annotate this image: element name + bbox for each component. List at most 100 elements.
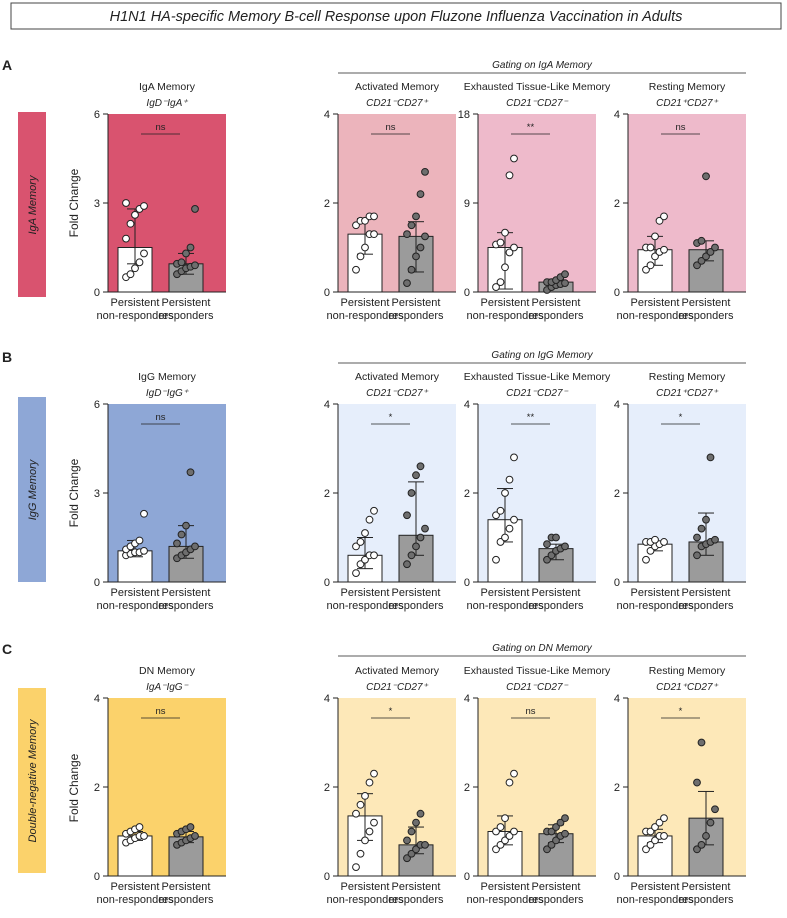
data-point [510, 769, 518, 778]
data-point [412, 818, 420, 827]
category-label-line1: Persistent [392, 881, 441, 893]
data-point [702, 832, 710, 840]
category-label-line2: responders [528, 894, 584, 906]
significance-label: ** [527, 412, 535, 423]
data-point [416, 809, 425, 818]
significance-label: ns [525, 706, 535, 717]
data-point [416, 462, 425, 471]
data-point [496, 238, 505, 247]
data-point [352, 542, 360, 551]
category-label-line1: Persistent [631, 297, 680, 309]
category-label-line2: responders [678, 310, 734, 322]
data-point [412, 252, 420, 261]
data-point [543, 540, 551, 549]
data-point [140, 832, 148, 840]
panel-letter-c: C [2, 641, 12, 657]
chart-subtitle: CD21⁻CD27⁻ [506, 388, 568, 399]
category-label-line2: non-responders [96, 310, 174, 322]
data-point [496, 506, 505, 515]
y-tick-label: 4 [464, 399, 470, 411]
data-point [131, 210, 139, 219]
data-point [510, 243, 518, 252]
data-point [356, 849, 365, 858]
data-point [365, 515, 374, 524]
data-point [403, 230, 411, 239]
category-label-line2: non-responders [466, 600, 544, 612]
data-point [693, 533, 701, 542]
category-label-line1: Persistent [682, 297, 731, 309]
data-point [642, 265, 650, 274]
chart-subtitle: CD21⁺CD27⁺ [656, 682, 718, 693]
chart-title: Exhausted Tissue-Like Memory [464, 81, 611, 93]
significance-label: ns [385, 122, 395, 133]
category-label-line1: Persistent [162, 881, 211, 893]
chart-panel: Exhausted Tissue-Like Memory CD21⁻CD27⁻ 0 2… [464, 665, 611, 906]
chart-panel: Resting Memory CD21⁺CD27⁺ 0 2 4 Persistentnon… [614, 81, 746, 322]
data-point [660, 538, 668, 546]
data-point [416, 190, 425, 199]
y-tick-label: 0 [324, 287, 330, 299]
y-tick-label: 9 [464, 198, 470, 210]
category-label-line2: non-responders [96, 894, 174, 906]
plot-background [338, 404, 456, 582]
data-point [501, 533, 509, 542]
data-point [361, 792, 369, 800]
data-point [561, 829, 569, 838]
y-tick-label: 2 [94, 782, 100, 794]
data-point [421, 167, 429, 176]
data-point [651, 836, 659, 845]
data-point [365, 778, 374, 787]
chart-subtitle: CD21⁻CD27⁻ [506, 682, 568, 693]
data-point [693, 551, 701, 560]
y-axis-label-iga: Fold Change [67, 168, 81, 237]
y-tick-label: 4 [324, 399, 330, 411]
chart-title: Exhausted Tissue-Like Memory [464, 665, 611, 677]
category-label-line2: non-responders [616, 310, 694, 322]
data-point [711, 535, 719, 544]
y-tick-label: 6 [94, 399, 100, 411]
significance-label: ** [527, 122, 535, 133]
data-point [711, 243, 719, 252]
data-point [407, 489, 416, 497]
chart-panel: Resting Memory CD21⁺CD27⁺ 0 2 4 Persistentnon… [614, 665, 746, 906]
data-point [412, 471, 420, 480]
data-point [356, 538, 365, 546]
data-point [642, 555, 650, 564]
panel-letter-a: A [2, 57, 12, 73]
y-tick-label: 4 [324, 109, 330, 121]
data-point [711, 805, 719, 814]
y-tick-label: 2 [324, 198, 330, 210]
data-point [697, 840, 706, 849]
data-point [552, 836, 560, 845]
data-point [177, 258, 186, 267]
category-label-line2: responders [528, 310, 584, 322]
data-point [403, 511, 411, 520]
data-point [421, 524, 429, 533]
significance-label: ns [155, 122, 165, 133]
data-point [191, 261, 199, 270]
chart-subtitle: IgD⁻IgG⁺ [146, 388, 189, 399]
category-label-line2: responders [388, 600, 444, 612]
data-point [365, 827, 374, 836]
data-point [646, 261, 655, 270]
chart-title: DN Memory [139, 665, 196, 677]
y-tick-label: 0 [94, 577, 100, 589]
category-label-line2: non-responders [466, 894, 544, 906]
chart-panel: Exhausted Tissue-Like Memory CD21⁻CD27⁻ 0 2… [464, 371, 611, 612]
data-point [407, 849, 416, 858]
data-point [501, 228, 509, 237]
data-point [660, 814, 668, 823]
category-label-line2: responders [158, 600, 214, 612]
data-point [706, 453, 715, 462]
data-point [496, 538, 505, 546]
y-tick-label: 0 [464, 287, 470, 299]
significance-label: * [679, 706, 683, 717]
significance-label: * [389, 706, 393, 717]
data-point [501, 263, 509, 272]
data-point [407, 221, 416, 230]
data-point [186, 823, 195, 831]
y-axis-label-dn: Fold Change [67, 753, 81, 822]
data-point [186, 468, 195, 477]
data-point [547, 551, 556, 560]
data-point [552, 533, 560, 542]
